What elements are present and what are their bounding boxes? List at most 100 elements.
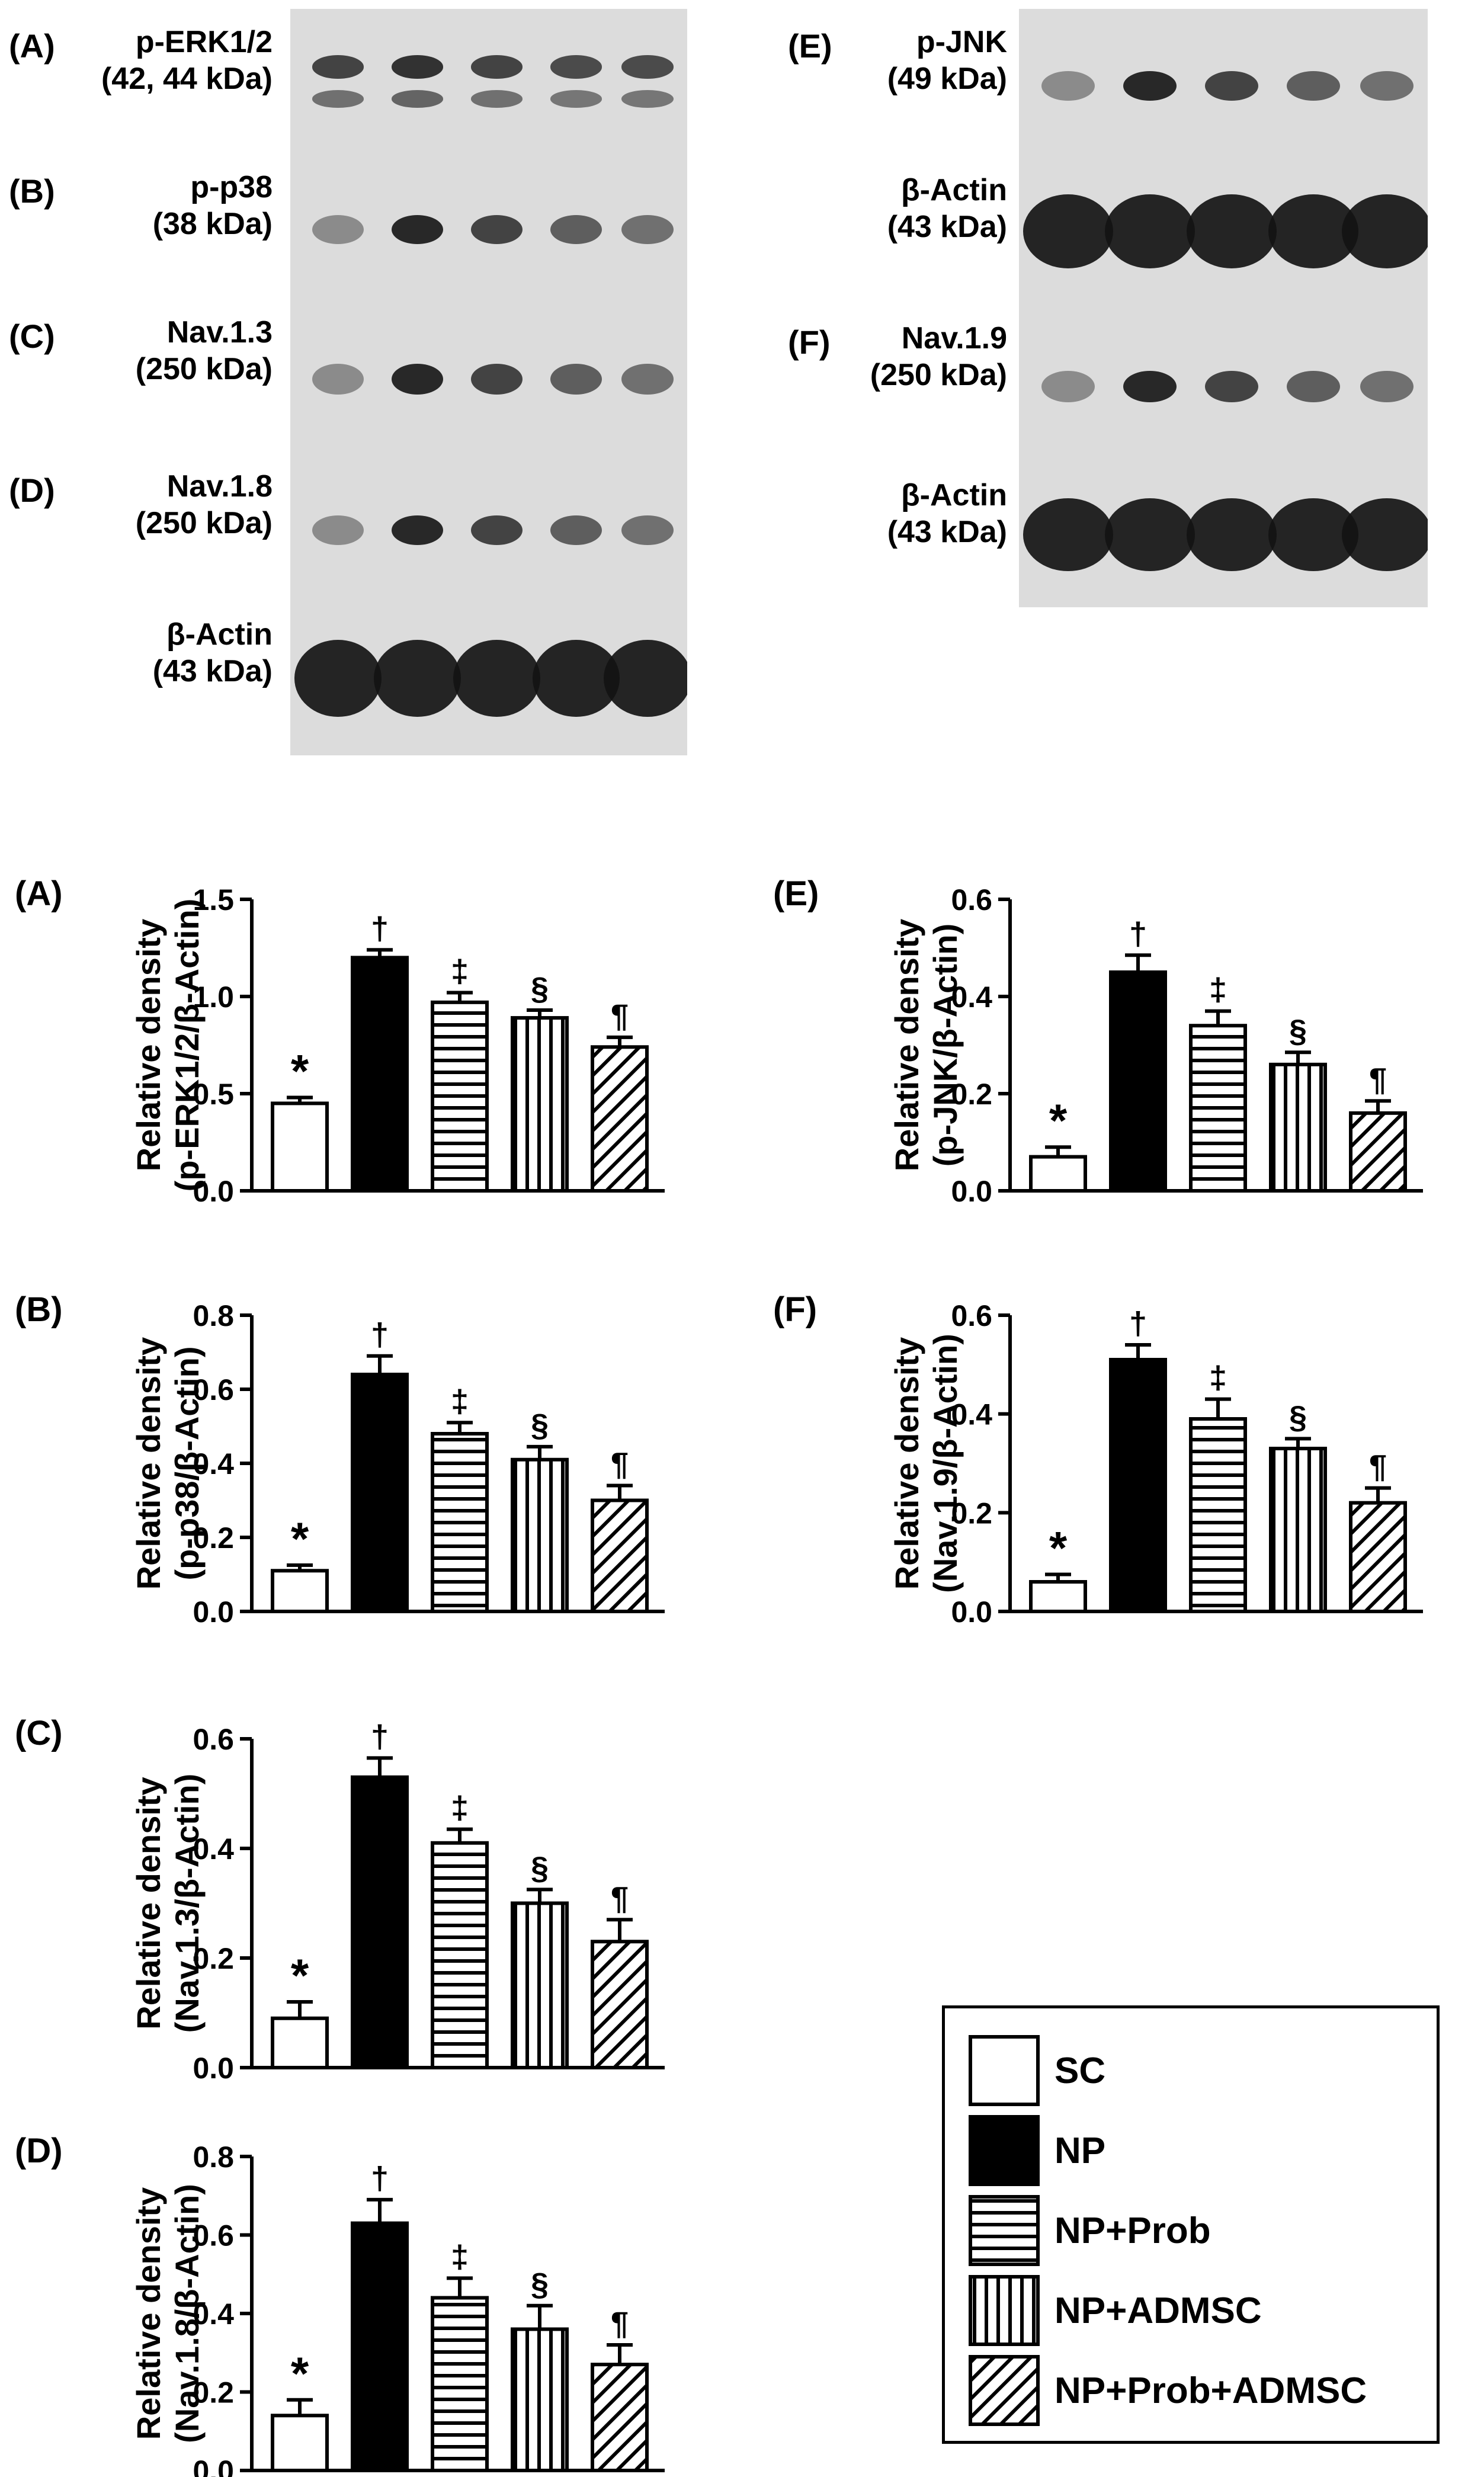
significance-marker: † (371, 1317, 389, 1353)
bar-np (351, 956, 409, 1193)
y-tick-label: 0.4 (193, 1447, 234, 1481)
protein-size: (250 kDa) (135, 506, 273, 540)
protein-name: Nav.1.8 (166, 469, 273, 504)
y-tick-label: 0.0 (193, 1175, 234, 1208)
blot-band (1123, 71, 1177, 101)
chart-panel-letter: (E) (773, 874, 819, 913)
significance-marker: ¶ (611, 1447, 629, 1482)
y-tick-label: 0.0 (193, 1595, 234, 1629)
blot-band (1023, 498, 1113, 571)
blot-band (453, 640, 541, 717)
chart-panel-letter: (D) (15, 2132, 63, 2170)
y-tick-label: 0.0 (193, 2052, 234, 2085)
bar-np-admsc (511, 1457, 569, 1613)
protein-name: β-Actin (900, 478, 1007, 512)
protein-size: (42, 44 kDa) (101, 62, 273, 96)
blot-band (1041, 371, 1095, 403)
bar-np-prob-admsc (591, 1940, 649, 2069)
blot-band (470, 55, 523, 79)
blot-band (294, 640, 382, 717)
blot-band (391, 214, 443, 244)
blot-image (290, 154, 687, 299)
significance-marker: ‡ (1209, 972, 1227, 1008)
bar-np-prob (431, 1000, 489, 1193)
y-tick-label: 0.8 (193, 1299, 234, 1332)
legend-item: NP+ADMSC (969, 2275, 1262, 2346)
protein-size: (49 kDa) (887, 62, 1007, 96)
y-tick-label: 0.2 (193, 2376, 234, 2409)
blot-band (312, 90, 364, 108)
blot-band (550, 55, 602, 79)
blot-protein-label: p-p38 (38 kDa) (47, 169, 273, 242)
protein-size: (43 kDa) (887, 210, 1007, 244)
blot-panel-letter: (E) (788, 27, 832, 65)
blot-band (391, 515, 443, 545)
legend-label: NP+ADMSC (1054, 2290, 1262, 2331)
blot-panel-letter: (A) (9, 27, 55, 65)
y-axis-label: Relative density (888, 1337, 925, 1590)
significance-marker: † (371, 911, 389, 946)
blot-band (470, 214, 523, 244)
significance-marker: § (531, 1850, 549, 1886)
significance-marker: † (1129, 916, 1147, 951)
y-tick-label: 0.2 (193, 1942, 234, 1975)
blot-band (312, 515, 364, 545)
y-axis-label: Relative density (130, 2187, 167, 2440)
blot-band (312, 214, 364, 244)
blot-image (290, 9, 687, 154)
legend-item: NP+Prob+ADMSC (969, 2355, 1367, 2426)
legend-swatch (969, 2355, 1040, 2426)
blot-image (1019, 157, 1428, 305)
bar-np-prob-admsc (591, 1045, 649, 1193)
chart-panel-letter: (F) (773, 1290, 817, 1329)
significance-marker: * (291, 2347, 309, 2399)
bar-np-admsc (1269, 1447, 1327, 1613)
blot-image (290, 453, 687, 601)
significance-marker: ¶ (1369, 1449, 1387, 1485)
legend-label: NP (1054, 2130, 1106, 2171)
bar-np-prob (431, 1841, 489, 2069)
blot-image (1019, 305, 1428, 462)
bar-np (351, 1373, 409, 1613)
y-axis-label: (Nav.1.8/β-Actin) (168, 2184, 206, 2443)
blot-band (391, 55, 443, 79)
legend-item: SC (969, 2035, 1105, 2106)
y-axis-label: (Nav.1.9/β-Actin) (927, 1334, 964, 1593)
chart-panel-letter: (B) (15, 1290, 63, 1329)
y-tick-label: 0.2 (193, 1521, 234, 1555)
bar-np (1109, 970, 1167, 1193)
protein-size: (250 kDa) (135, 352, 273, 386)
legend-swatch-fill (969, 2115, 1040, 2186)
y-axis-label: (Nav.1.3/β-Actin) (168, 1774, 206, 2033)
bar-np-admsc (1269, 1062, 1327, 1193)
y-axis-label: (p-ERK1/2/β-Actin) (168, 899, 206, 1192)
blot-band (312, 364, 364, 395)
protein-size: (43 kDa) (152, 654, 273, 688)
blot-band (1286, 71, 1340, 101)
y-axis-label: Relative density (130, 1337, 167, 1590)
blot-band (1204, 71, 1258, 101)
y-tick-label: 0.6 (951, 1299, 992, 1332)
significance-marker: ‡ (451, 1383, 469, 1419)
chart-legend: SC NP NP+Prob NP+ADMSC NP+Prob+ADMSC (942, 2005, 1440, 2444)
significance-marker: ¶ (1369, 1062, 1387, 1097)
legend-swatch-fill (969, 2195, 1040, 2266)
protein-size: (250 kDa) (870, 358, 1007, 392)
blot-band (1286, 371, 1340, 403)
y-tick-label: 1.5 (193, 883, 234, 917)
bar-np-admsc (511, 1016, 569, 1193)
bar-np (1109, 1358, 1167, 1613)
y-axis-label: (p-p38/β-Actin) (168, 1346, 206, 1580)
blot-band (1342, 498, 1428, 571)
chart-panel-letter: (A) (15, 874, 63, 913)
legend-swatch-fill (969, 2035, 1040, 2106)
protein-size: (43 kDa) (887, 515, 1007, 549)
blot-band (550, 90, 602, 108)
bar-np (351, 2221, 409, 2472)
legend-label: SC (1054, 2050, 1106, 2091)
significance-marker: * (1049, 1522, 1068, 1574)
protein-size: (38 kDa) (152, 207, 273, 241)
legend-swatch (969, 2195, 1040, 2266)
blot-band (373, 640, 461, 717)
